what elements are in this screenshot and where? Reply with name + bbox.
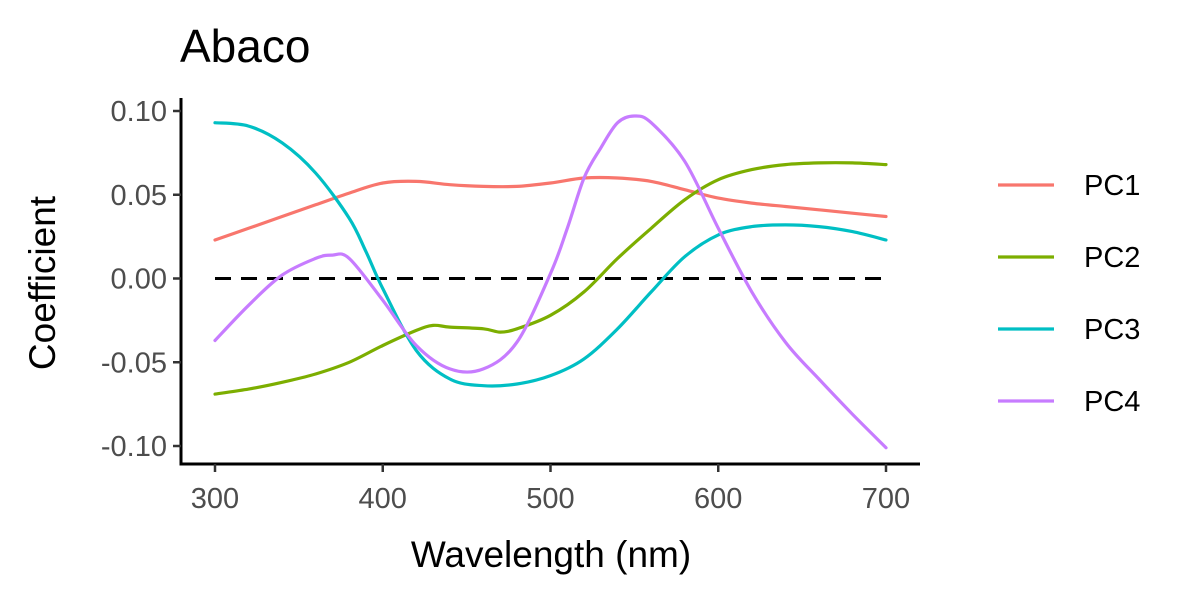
y-tick-label: 0.00 — [111, 264, 167, 296]
x-tick-label: 700 — [862, 483, 910, 515]
legend-label-pc2: PC2 — [1084, 242, 1140, 274]
legend: PC1 PC2 PC3 PC4 — [998, 170, 1140, 418]
y-axis-title: Coefficient — [22, 195, 63, 370]
y-tick-label: -0.05 — [101, 347, 167, 379]
series-line-pc1 — [213, 175, 888, 242]
x-tick-label: 300 — [191, 483, 239, 515]
y-tick-label: 0.10 — [111, 96, 167, 128]
series-line-pc3 — [213, 121, 888, 388]
chart-title: Abaco — [180, 20, 310, 72]
x-axis-title: Wavelength (nm) — [411, 534, 691, 575]
x-tick-label: 400 — [359, 483, 407, 515]
series-line-pc4 — [213, 114, 888, 450]
legend-label-pc1: PC1 — [1084, 170, 1140, 202]
y-tick-label: -0.10 — [101, 431, 167, 463]
plot-area: -0.10 -0.05 0.00 0.05 0.10 300 400 500 600 700 — [101, 96, 920, 515]
legend-label-pc3: PC3 — [1084, 314, 1140, 346]
series-line-pc2 — [213, 161, 888, 396]
x-tick-label: 600 — [694, 483, 742, 515]
x-tick-label: 500 — [526, 483, 574, 515]
y-tick-label: 0.05 — [111, 180, 167, 212]
legend-label-pc4: PC4 — [1084, 386, 1140, 418]
